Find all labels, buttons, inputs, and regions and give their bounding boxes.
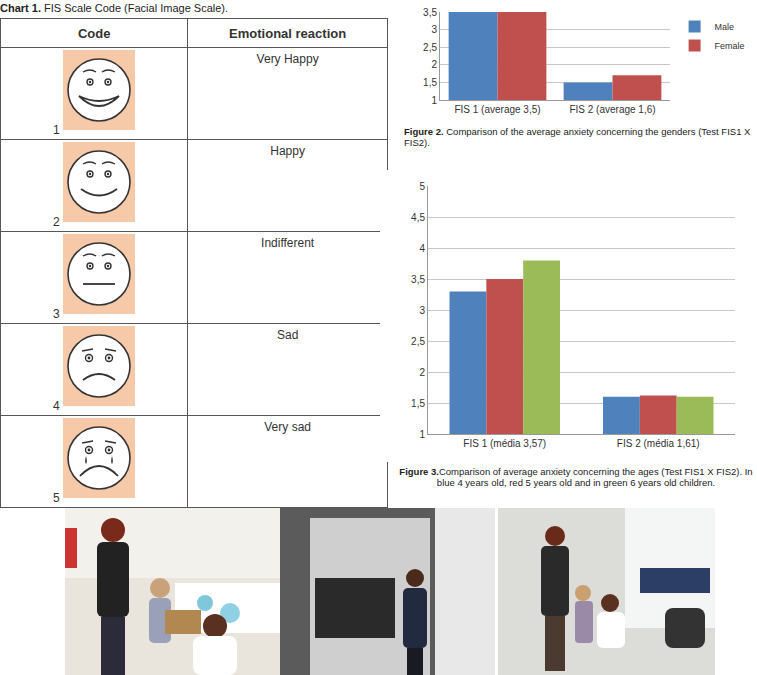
- svg-text:2,5: 2,5: [423, 42, 437, 53]
- html-text:Emotional reaction: Emotional reaction: [229, 25, 347, 41]
- svg-text:2: 2: [419, 367, 425, 378]
- svg-text:Female: Female: [715, 41, 745, 51]
- svg-text:FIS 2 (average 1,6): FIS 2 (average 1,6): [569, 104, 655, 115]
- svg-text:1,5: 1,5: [423, 77, 437, 88]
- svg-text:2: 2: [431, 59, 437, 70]
- svg-text:3,5: 3,5: [411, 274, 425, 285]
- svg-text:3: 3: [431, 24, 437, 35]
- html-text:2: 2: [53, 215, 60, 229]
- html-text:Sad: Sad: [277, 328, 299, 342]
- svg-text:Male: Male: [715, 22, 735, 32]
- svg-text:5: 5: [419, 181, 425, 192]
- svg-text:2,5: 2,5: [411, 336, 425, 347]
- svg-text:FIS 1 (average 3,5): FIS 1 (average 3,5): [454, 104, 540, 115]
- html-text:4: 4: [53, 399, 60, 413]
- html-text:Indifferent: Indifferent: [261, 236, 315, 250]
- svg-text:3,5: 3,5: [423, 7, 437, 18]
- svg-text:1: 1: [431, 95, 437, 106]
- html-text:Figure 3. Comparison of averag: Figure 3. Comparison of average anxiety …: [399, 466, 753, 488]
- html-text:Code: Code: [77, 25, 111, 41]
- html-text:3: 3: [53, 307, 60, 321]
- svg-text:1,5: 1,5: [411, 398, 425, 409]
- svg-text:1: 1: [419, 429, 425, 440]
- svg-text:4: 4: [419, 243, 425, 254]
- html-text:Happy: Happy: [270, 144, 305, 158]
- html-text:Chart 1. FIS Scale Code (Facia: Chart 1. FIS Scale Code (Facial Image Sc…: [0, 2, 228, 14]
- svg-text:FIS 2 (média 1,61): FIS 2 (média 1,61): [617, 438, 700, 449]
- html-text:Very sad: Very sad: [264, 420, 311, 434]
- html-text:5: 5: [53, 491, 60, 505]
- html-text:1: 1: [53, 123, 60, 137]
- svg-text:FIS 1 (média 3,57): FIS 1 (média 3,57): [463, 438, 546, 449]
- svg-text:4,5: 4,5: [411, 212, 425, 223]
- html-text:Very Happy: Very Happy: [256, 52, 319, 66]
- html-text:Figure 2. Comparison of the av: Figure 2. Comparison of the average anxi…: [404, 126, 751, 148]
- svg-text:3: 3: [419, 305, 425, 316]
